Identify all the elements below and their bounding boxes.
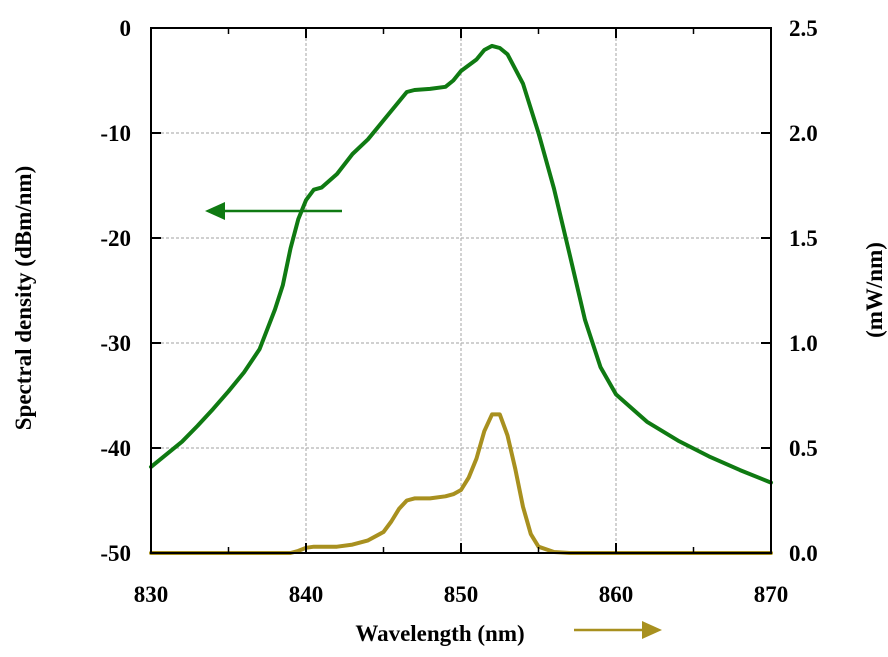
ticks bbox=[150, 27, 772, 554]
x-tick-label: 850 bbox=[444, 582, 479, 607]
series-layer bbox=[149, 43, 773, 555]
y-left-tick-label: -30 bbox=[100, 331, 131, 356]
x-axis-title: Wavelength (nm) bbox=[355, 621, 524, 646]
y-right-tick-label: 1.0 bbox=[789, 331, 818, 356]
y-axis-left-title: Spectral density (dBm/nm) bbox=[11, 166, 36, 431]
left-axis-arrow-head bbox=[205, 202, 225, 220]
x-tick-label: 860 bbox=[599, 582, 634, 607]
y-right-tick-label: 1.5 bbox=[789, 226, 818, 251]
y-right-tick-label: 2.5 bbox=[789, 16, 818, 41]
x-tick-label: 870 bbox=[754, 582, 789, 607]
y-axis-right-title: (mW/nm) bbox=[862, 242, 887, 338]
left-axis-arrow bbox=[205, 202, 342, 220]
y-right-tick-label: 0.5 bbox=[789, 436, 818, 461]
y-right-tick-label: 2.0 bbox=[789, 121, 818, 146]
right-axis-arrow bbox=[574, 621, 662, 639]
y-left-tick-label: -50 bbox=[100, 541, 131, 566]
tick-labels: 830 840 850 860 870 0 -10 -20 -30 -40 -50 2.5 2.0 1.5… bbox=[100, 16, 817, 607]
x-tick-label: 830 bbox=[134, 582, 169, 607]
y-left-tick-label: -20 bbox=[100, 226, 131, 251]
grid bbox=[151, 28, 771, 553]
y-left-tick-label: -40 bbox=[100, 436, 131, 461]
y-right-tick-label: 0.0 bbox=[789, 541, 818, 566]
y-left-tick-label: 0 bbox=[120, 16, 132, 41]
series-line-dbm bbox=[149, 43, 773, 485]
y-left-tick-label: -10 bbox=[100, 121, 131, 146]
series-line-mw bbox=[149, 412, 773, 555]
x-tick-label: 840 bbox=[289, 582, 324, 607]
right-axis-arrow-head bbox=[642, 621, 662, 639]
